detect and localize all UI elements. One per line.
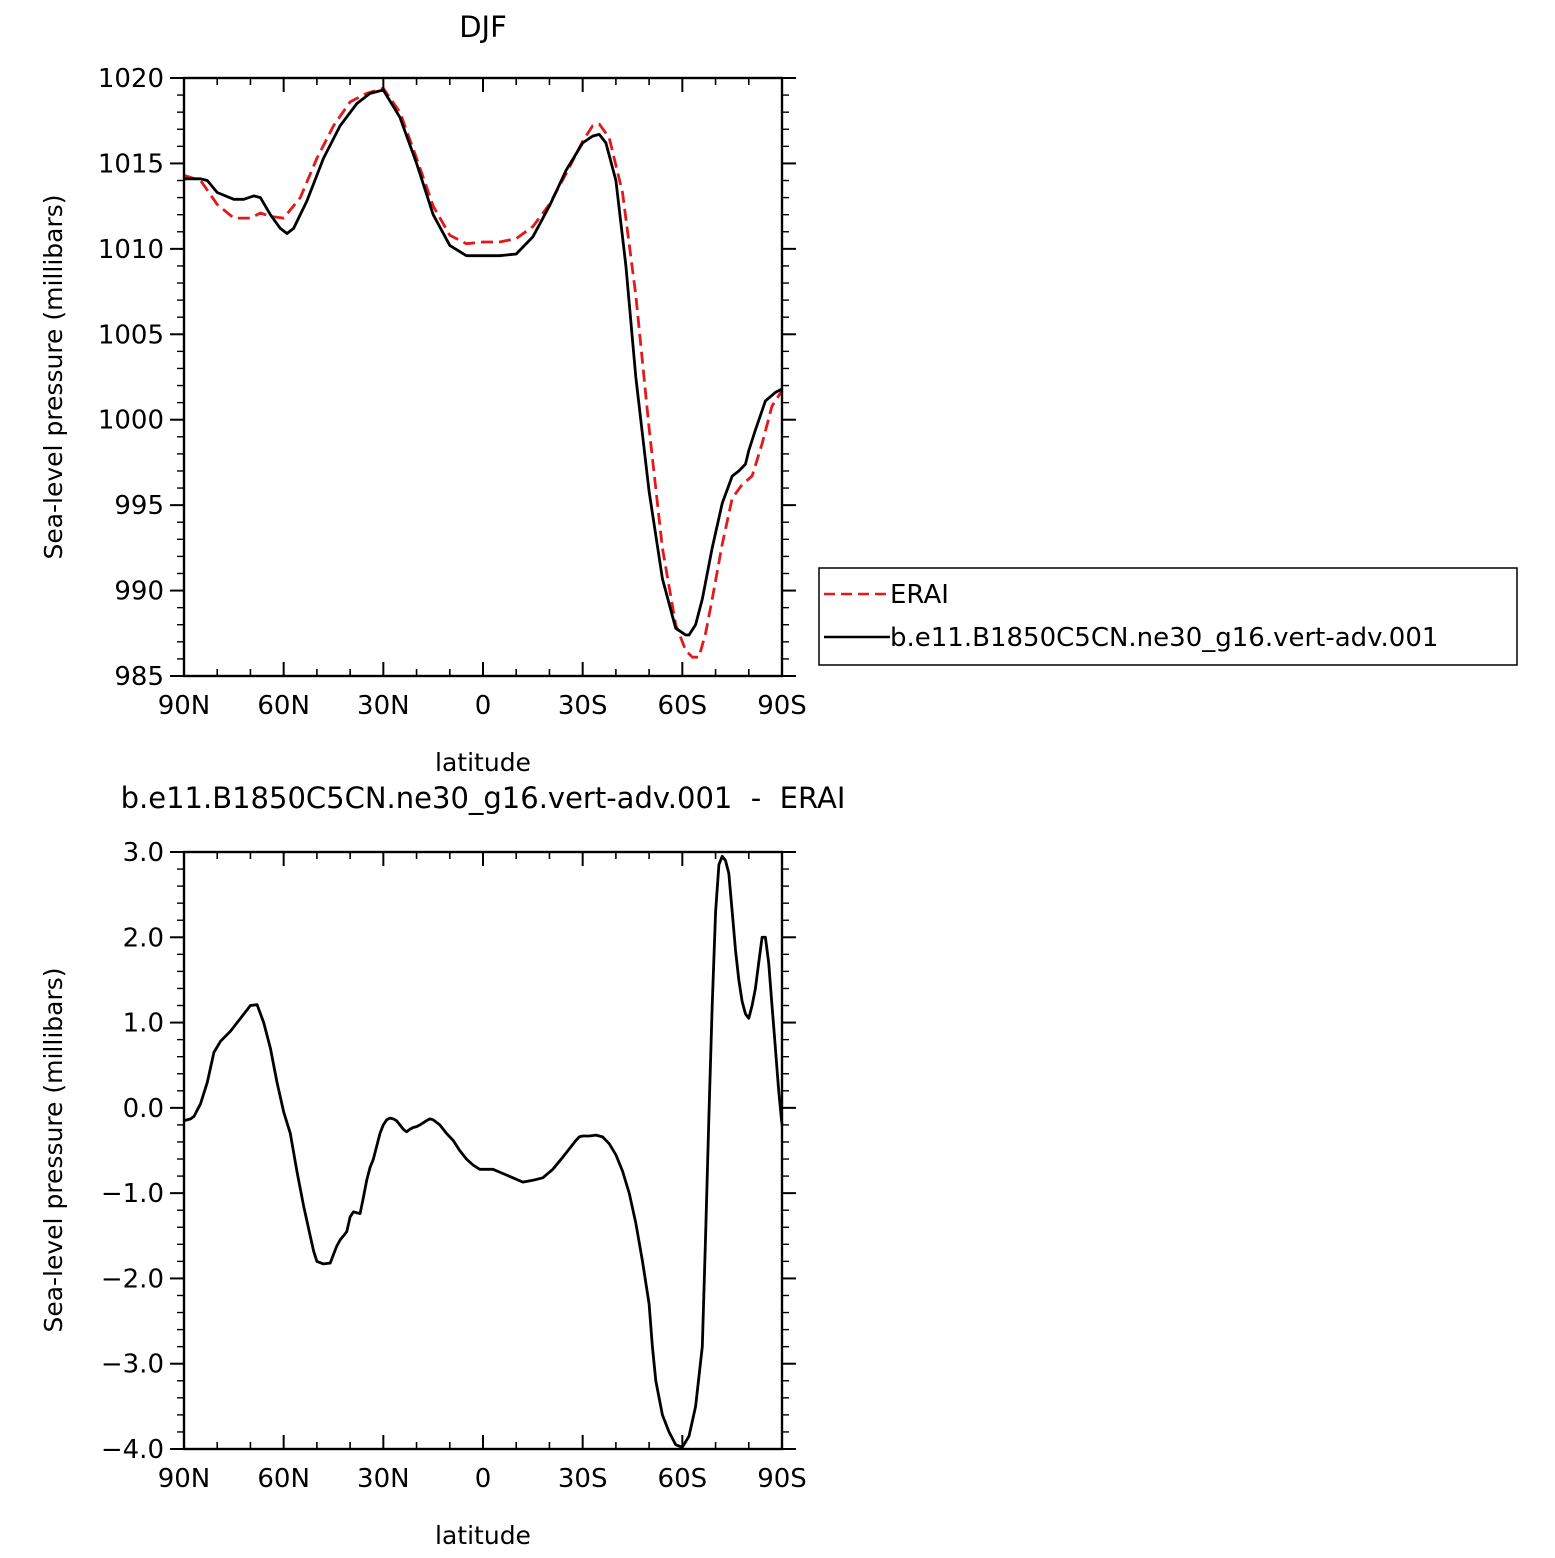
x-tick-label: 60N <box>257 691 310 721</box>
legend-label-erai: ERAI <box>890 580 949 610</box>
y-tick-label: 0.0 <box>123 1094 164 1124</box>
y-tick-label: −4.0 <box>101 1435 164 1465</box>
legend: ERAI b.e11.B1850C5CN.ne30_g16.vert-adv.0… <box>818 567 1518 666</box>
x-tick-label: 0 <box>475 1464 492 1494</box>
x-tick-label: 90S <box>757 691 807 721</box>
bottom-panel: b.e11.B1850C5CN.ne30_g16.vert-adv.001 - … <box>39 781 845 1550</box>
top-panel-title: DJF <box>459 10 507 44</box>
bottom-panel-x-axis-title: latitude <box>435 1521 531 1550</box>
y-tick-label: 3.0 <box>123 838 164 868</box>
x-tick-label: 30N <box>357 691 410 721</box>
y-tick-label: 1005 <box>98 320 164 350</box>
y-tick-label: 1000 <box>98 406 164 436</box>
bottom-panel-y-axis-title: Sea-level pressure (millibars) <box>39 967 68 1332</box>
y-tick-label: 985 <box>114 662 164 692</box>
y-tick-label: 995 <box>114 491 164 521</box>
x-tick-label: 0 <box>475 691 492 721</box>
bottom-panel-ticks: 90N 60N 30N 0 30S 60S 90S 3.0 2.0 1.0 0.0 −1.0 −2.0 −… <box>101 838 807 1494</box>
top-panel-series-lines <box>183 86 784 659</box>
top-panel-frame <box>182 76 784 678</box>
series-line-erai <box>183 86 784 659</box>
bottom-panel-title: b.e11.B1850C5CN.ne30_g16.vert-adv.001 - … <box>121 781 846 815</box>
x-tick-label: 90S <box>757 1464 807 1494</box>
series-line-model <box>184 88 783 637</box>
y-tick-label: 1010 <box>98 235 164 265</box>
y-tick-label: 1015 <box>98 149 164 179</box>
y-tick-label: 1.0 <box>123 1009 164 1039</box>
top-panel: DJF 90N 60N 30N 0 30S 60S 90S 1020 1015 1010 1005 1… <box>39 10 1518 777</box>
x-tick-label: 90N <box>158 1464 211 1494</box>
y-tick-label: −3.0 <box>101 1350 164 1380</box>
x-tick-label: 60S <box>658 1464 708 1494</box>
top-panel-x-axis-title: latitude <box>435 748 531 777</box>
top-panel-y-axis-title: Sea-level pressure (millibars) <box>39 194 68 559</box>
y-tick-label: 990 <box>114 577 164 607</box>
y-tick-label: 1020 <box>98 64 164 94</box>
bottom-panel-frame <box>182 850 784 1451</box>
legend-label-model: b.e11.B1850C5CN.ne30_g16.vert-adv.001 <box>890 623 1438 653</box>
x-tick-label: 90N <box>158 691 211 721</box>
top-panel-gridless-plot-area: 90N 60N 30N 0 30S 60S 90S 1020 1015 1010 1005 1000 9… <box>98 64 807 721</box>
x-tick-label: 60S <box>658 691 708 721</box>
y-tick-label: −1.0 <box>101 1179 164 1209</box>
x-tick-label: 30S <box>558 691 608 721</box>
top-panel-ticks: 90N 60N 30N 0 30S 60S 90S 1020 1015 1010 1005 1000 9… <box>98 64 807 721</box>
x-tick-label: 30N <box>357 1464 410 1494</box>
series-line-model <box>183 854 784 1449</box>
bottom-panel-series-lines <box>183 854 784 1449</box>
legend-box <box>818 567 1518 666</box>
y-tick-label: 2.0 <box>123 923 164 953</box>
x-tick-label: 60N <box>257 1464 310 1494</box>
bottom-panel-plot-area: 90N 60N 30N 0 30S 60S 90S 3.0 2.0 1.0 0.0 −1.0 −2.0 −… <box>101 838 807 1494</box>
y-tick-label: −2.0 <box>101 1264 164 1294</box>
x-tick-label: 30S <box>558 1464 608 1494</box>
